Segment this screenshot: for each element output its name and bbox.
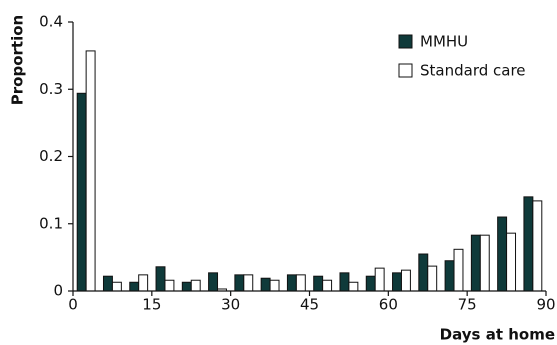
bar bbox=[470, 234, 481, 292]
bar bbox=[181, 281, 192, 292]
y-tick-label: 0.4 bbox=[39, 13, 63, 31]
bar bbox=[85, 50, 96, 292]
bar bbox=[427, 265, 438, 292]
legend-swatch bbox=[398, 63, 413, 78]
bar bbox=[322, 279, 333, 292]
bar bbox=[260, 277, 271, 292]
bar bbox=[418, 253, 429, 292]
bar bbox=[374, 267, 385, 292]
bar bbox=[523, 196, 534, 292]
x-tick-label: 30 bbox=[221, 296, 240, 314]
y-tick-label: 0.1 bbox=[39, 214, 63, 232]
y-tick-label: 0.3 bbox=[39, 80, 63, 98]
bar bbox=[506, 232, 517, 292]
bar bbox=[339, 272, 350, 292]
bar bbox=[392, 272, 402, 292]
bar bbox=[269, 279, 280, 292]
bar bbox=[111, 281, 122, 292]
legend-swatch bbox=[398, 34, 413, 49]
y-axis-label: Proportion bbox=[9, 15, 27, 105]
bar bbox=[313, 275, 324, 292]
y-tick-label: 0.2 bbox=[39, 147, 63, 165]
bar bbox=[234, 274, 245, 292]
bar bbox=[497, 216, 508, 292]
x-tick-label: 90 bbox=[536, 296, 555, 314]
bar bbox=[286, 274, 297, 292]
bar bbox=[138, 274, 149, 292]
x-tick-label: 0 bbox=[68, 296, 78, 314]
bar bbox=[479, 234, 490, 292]
x-axis-label: Days at home bbox=[440, 326, 555, 344]
bar bbox=[208, 272, 219, 292]
bar bbox=[129, 281, 140, 292]
y-tick-label: 0 bbox=[53, 282, 63, 300]
bar bbox=[453, 248, 464, 292]
x-tick-label: 15 bbox=[142, 296, 161, 314]
x-tick-label: 45 bbox=[300, 296, 319, 314]
bar bbox=[400, 269, 411, 292]
bar bbox=[295, 274, 306, 292]
bar bbox=[348, 281, 359, 292]
bar bbox=[102, 275, 113, 292]
bar bbox=[532, 200, 543, 292]
bar bbox=[243, 274, 254, 292]
bar bbox=[164, 279, 175, 292]
x-tick-label: 60 bbox=[379, 296, 398, 314]
bar bbox=[190, 279, 201, 292]
bar bbox=[76, 92, 87, 292]
x-tick-label: 75 bbox=[458, 296, 477, 314]
legend-label: MMHU bbox=[420, 33, 468, 51]
bar bbox=[444, 260, 455, 292]
bar bbox=[365, 275, 376, 292]
bar bbox=[155, 266, 166, 292]
legend-label: Standard care bbox=[420, 62, 526, 80]
